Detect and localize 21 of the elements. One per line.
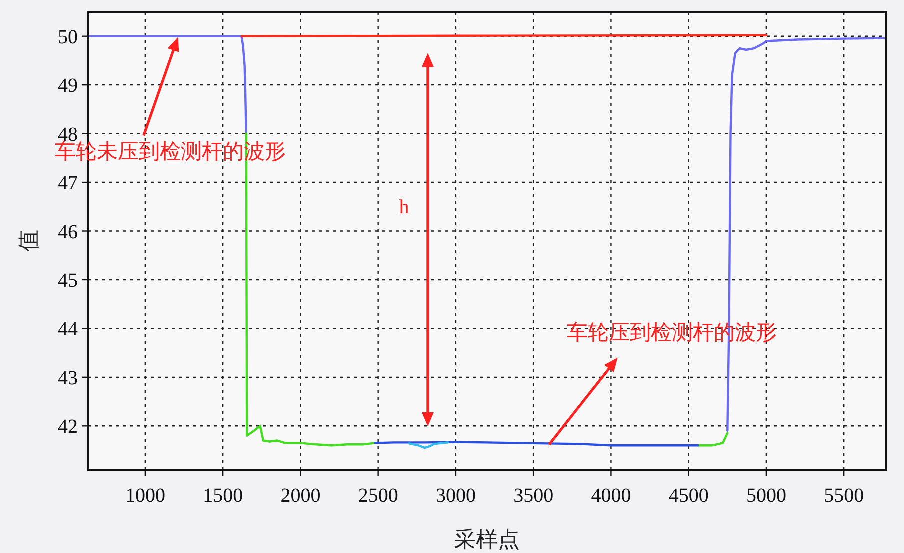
- y-tick-label: 46: [58, 221, 78, 244]
- y-tick-label: 43: [58, 367, 78, 390]
- x-tick-label: 3500: [514, 485, 554, 507]
- y-axis-title: 值: [17, 230, 42, 252]
- y-tick-label: 45: [58, 270, 78, 292]
- x-tick-label: 2000: [280, 485, 321, 507]
- x-tick-label: 2500: [358, 485, 398, 507]
- x-tick-label: 5500: [824, 485, 864, 507]
- annotation: h: [399, 196, 410, 219]
- x-axis-title: 采样点: [454, 528, 520, 553]
- y-tick-label: 49: [58, 75, 78, 98]
- y-tick-label: 47: [58, 172, 78, 195]
- x-tick-label: 4500: [668, 485, 709, 507]
- x-tick-label: 1500: [203, 485, 244, 507]
- x-tick-label: 4000: [591, 485, 632, 507]
- x-tick-label: 1000: [125, 485, 166, 507]
- x-tick-label: 5000: [746, 485, 786, 507]
- y-tick-label: 50: [58, 26, 78, 48]
- y-tick-label: 44: [58, 318, 78, 341]
- y-tick-label: 42: [58, 416, 78, 438]
- x-tick-label: 3000: [436, 485, 476, 507]
